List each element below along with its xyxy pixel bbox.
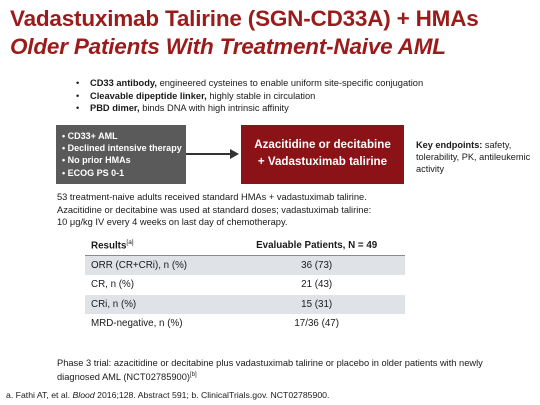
criteria-item: • Declined intensive therapy — [62, 143, 182, 154]
references-footnote: a. Fathi AT, et al. Blood 2016;128. Abst… — [6, 390, 330, 400]
row-label: CRi, n (%) — [85, 294, 229, 315]
row-value: 15 (31) — [228, 294, 405, 315]
description-line: 10 μg/kg IV every 4 weeks on last day of… — [57, 217, 288, 227]
flow-arrow — [186, 153, 231, 155]
bullet-item: CD33 antibody, engineered cysteines to e… — [76, 77, 423, 90]
slide-title: Vadastuximab Talirine (SGN-CD33A) + HMAs — [10, 6, 479, 31]
eligibility-criteria-box: • CD33+ AML • Declined intensive therapy… — [56, 125, 186, 184]
bullet-item: PBD dimer, binds DNA with high intrinsic… — [76, 102, 423, 115]
criteria-item: • CD33+ AML — [62, 131, 118, 141]
row-label: MRD-negative, n (%) — [91, 318, 183, 330]
table-header-row: Results[a] Evaluable Patients, N = 49 — [85, 236, 405, 257]
table-row: MRD-negative, n (%) 17/36 (47) — [85, 314, 405, 333]
description-line: Azacitidine or decitabine was used at st… — [57, 204, 372, 215]
criteria-item: • No prior HMAs — [62, 155, 131, 166]
key-endpoints: Key endpoints: safety, tolerability, PK,… — [416, 140, 531, 174]
description-line: 53 treatment-naive adults received stand… — [57, 192, 367, 202]
row-label: CR, n (%) — [91, 279, 135, 291]
results-table: Results[a] Evaluable Patients, N = 49 OR… — [85, 236, 405, 333]
results-column-header: Results[a] — [85, 236, 229, 257]
mechanism-bullet-list: CD33 antibody, engineered cysteines to e… — [76, 77, 423, 115]
slide-subtitle: Older Patients With Treatment-Naive AML — [10, 34, 446, 59]
row-label: ORR (CR+CRi), n (%) — [85, 255, 229, 276]
table-row: CRi, n (%) 15 (31) — [85, 294, 405, 315]
row-value: 17/36 (47) — [294, 318, 340, 330]
patients-column-header: Evaluable Patients, N = 49 — [228, 236, 405, 257]
flow-arrow-head — [230, 149, 239, 159]
row-value: 36 (73) — [228, 255, 405, 276]
table-row: CR, n (%) 21 (43) — [85, 275, 405, 294]
treatment-line: Azacitidine or decitabine — [254, 138, 391, 151]
treatment-line: + Vadastuximab talirine — [257, 154, 388, 168]
treatment-box: Azacitidine or decitabine + Vadastuximab… — [241, 125, 404, 184]
criteria-item: • ECOG PS 0-1 — [62, 167, 125, 178]
row-value: 21 (43) — [301, 279, 333, 291]
study-description: 53 treatment-naive adults received stand… — [57, 191, 497, 229]
table-row: ORR (CR+CRi), n (%) 36 (73) — [85, 255, 405, 276]
phase3-trial-note: Phase 3 trial: azacitidine or decitabine… — [57, 358, 483, 383]
bullet-item: Cleavable dipeptide linker, highly stabl… — [76, 90, 423, 103]
